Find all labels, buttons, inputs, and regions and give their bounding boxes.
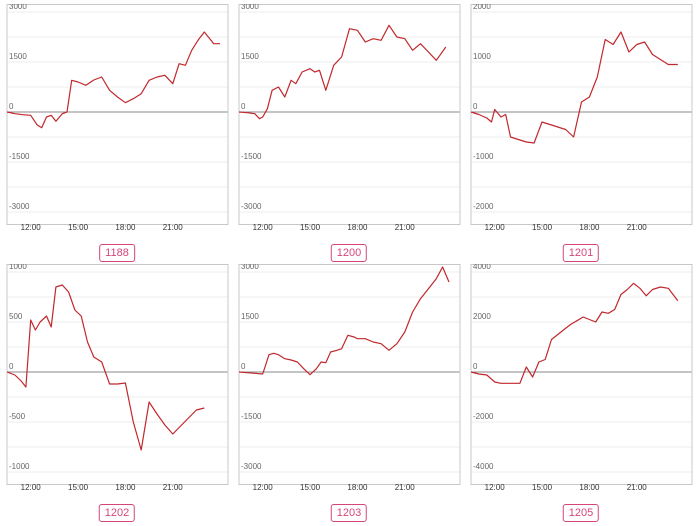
x-tick-label: 12:00 bbox=[485, 223, 506, 232]
chart-svg: 2000 1000 0 -1000 -2000 12:00 15:00 18:00 21:00 bbox=[470, 4, 693, 232]
y-tick-label: 500 bbox=[9, 312, 23, 321]
y-tick-label: 1500 bbox=[241, 52, 259, 61]
x-tick-label: 12:00 bbox=[253, 223, 274, 232]
x-tick-label: 18:00 bbox=[115, 223, 136, 232]
plot-frame bbox=[6, 264, 229, 485]
y-tick-label: 2000 bbox=[473, 312, 491, 321]
plot-frame bbox=[6, 4, 229, 225]
chart-svg: 3000 1500 0 -1500 -3000 12:00 15:00 18:00 21:00 bbox=[238, 4, 461, 232]
y-tick-label: 0 bbox=[241, 102, 246, 111]
y-tick-label: 0 bbox=[473, 102, 478, 111]
series-line bbox=[238, 266, 450, 376]
plot-frame bbox=[470, 4, 693, 225]
chart-panel-1200: 3000 1500 0 -1500 -3000 12:00 15:00 18:00 21:00 1… bbox=[238, 4, 461, 262]
y-tick-label: 1500 bbox=[241, 312, 259, 321]
y-tick-label: -1000 bbox=[473, 152, 494, 161]
chart-panel-1205: 4000 2000 0 -2000 -4000 12:00 15:00 18:00 21:00 1… bbox=[470, 264, 693, 522]
x-tick-label: 18:00 bbox=[579, 223, 600, 232]
chart-svg: 3000 1500 0 -1500 -3000 12:00 15:00 18:00 21:00 bbox=[238, 264, 461, 492]
x-tick-label: 21:00 bbox=[395, 483, 416, 492]
x-tick-label: 15:00 bbox=[300, 223, 321, 232]
x-tick-label: 21:00 bbox=[163, 483, 184, 492]
y-tick-label: 3000 bbox=[9, 4, 27, 11]
y-tick-label: 1000 bbox=[9, 264, 27, 271]
x-tick-label: 21:00 bbox=[627, 483, 648, 492]
x-tick-label: 21:00 bbox=[395, 223, 416, 232]
series-line bbox=[470, 31, 678, 144]
series-line bbox=[470, 282, 679, 384]
y-tick-label: -500 bbox=[9, 412, 26, 421]
y-tick-label: -1500 bbox=[241, 412, 262, 421]
y-tick-label: -2000 bbox=[473, 412, 494, 421]
chart-label-badge[interactable]: 1201 bbox=[562, 244, 600, 262]
x-tick-label: 15:00 bbox=[532, 483, 553, 492]
y-tick-label: 2000 bbox=[473, 4, 491, 11]
x-tick-label: 15:00 bbox=[532, 223, 553, 232]
y-tick-label: 3000 bbox=[241, 4, 259, 11]
y-tick-label: -1000 bbox=[9, 462, 30, 471]
x-tick-label: 15:00 bbox=[68, 483, 89, 492]
x-tick-label: 12:00 bbox=[21, 223, 42, 232]
y-tick-label: -3000 bbox=[241, 202, 262, 211]
chart-panel-1202: 1000 500 0 -500 -1000 12:00 15:00 18:00 21:00 120… bbox=[6, 264, 229, 522]
y-tick-label: 3000 bbox=[241, 264, 259, 271]
y-tick-label: 1500 bbox=[9, 52, 27, 61]
y-tick-label: 0 bbox=[473, 362, 478, 371]
x-tick-label: 18:00 bbox=[347, 483, 368, 492]
x-tick-label: 21:00 bbox=[627, 223, 648, 232]
x-tick-label: 18:00 bbox=[115, 483, 136, 492]
x-tick-label: 21:00 bbox=[163, 223, 184, 232]
chart-label-badge[interactable]: 1200 bbox=[330, 244, 368, 262]
y-tick-label: -2000 bbox=[473, 202, 494, 211]
x-tick-label: 15:00 bbox=[68, 223, 89, 232]
y-tick-label: -1500 bbox=[9, 152, 30, 161]
x-tick-label: 18:00 bbox=[347, 223, 368, 232]
y-tick-label: 0 bbox=[241, 362, 246, 371]
chart-svg: 1000 500 0 -500 -1000 12:00 15:00 18:00 21:00 bbox=[6, 264, 229, 492]
y-tick-label: 1000 bbox=[473, 52, 491, 61]
series-line bbox=[6, 284, 205, 451]
x-tick-label: 12:00 bbox=[21, 483, 42, 492]
chart-label-badge[interactable]: 1203 bbox=[330, 504, 368, 522]
plot-frame bbox=[470, 264, 693, 485]
y-tick-label: -3000 bbox=[9, 202, 30, 211]
x-tick-label: 15:00 bbox=[300, 483, 321, 492]
chart-svg: 3000 1500 0 -1500 -3000 12:00 15:00 18:00 21:00 bbox=[6, 4, 229, 232]
chart-label-badge[interactable]: 1202 bbox=[98, 504, 136, 522]
chart-panel-1203: 3000 1500 0 -1500 -3000 12:00 15:00 18:00 21:00 1… bbox=[238, 264, 461, 522]
plot-frame bbox=[238, 264, 461, 485]
chart-panel-1188: 3000 1500 0 -1500 -3000 12:00 15:00 18:00 21:00 1… bbox=[6, 4, 229, 262]
series-line bbox=[238, 24, 447, 120]
y-tick-label: 0 bbox=[9, 102, 14, 111]
chart-label-badge[interactable]: 1205 bbox=[562, 504, 600, 522]
x-tick-label: 12:00 bbox=[253, 483, 274, 492]
chart-svg: 4000 2000 0 -2000 -4000 12:00 15:00 18:00 21:00 bbox=[470, 264, 693, 492]
x-tick-label: 12:00 bbox=[485, 483, 506, 492]
chart-label-badge[interactable]: 1188 bbox=[99, 244, 135, 262]
y-tick-label: -4000 bbox=[473, 462, 494, 471]
y-tick-label: -1500 bbox=[241, 152, 262, 161]
y-tick-label: 0 bbox=[9, 362, 14, 371]
plot-frame bbox=[238, 4, 461, 225]
x-tick-label: 18:00 bbox=[579, 483, 600, 492]
chart-panel-1201: 2000 1000 0 -1000 -2000 12:00 15:00 18:00 21:00 1… bbox=[470, 4, 693, 262]
y-tick-label: -3000 bbox=[241, 462, 262, 471]
series-line bbox=[6, 31, 221, 129]
y-tick-label: 4000 bbox=[473, 264, 491, 271]
